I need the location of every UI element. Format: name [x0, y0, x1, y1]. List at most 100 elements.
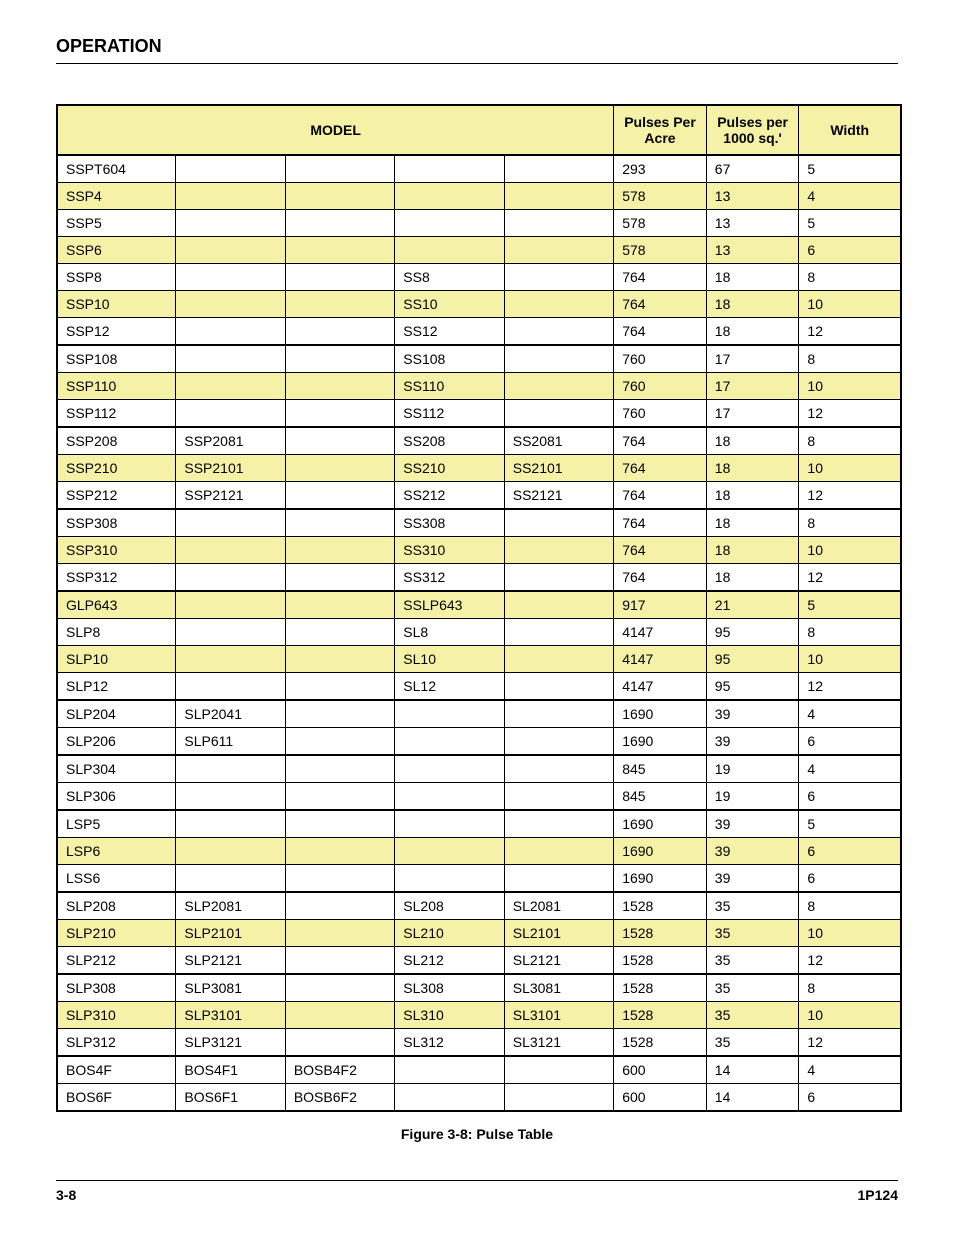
table-row: SLP206SLP6111690396 [58, 728, 900, 756]
table-cell [285, 400, 394, 428]
table-row: SSPT604293675 [58, 155, 900, 183]
table-cell: 35 [706, 920, 799, 947]
table-cell: SSP208 [58, 427, 176, 455]
table-cell [285, 700, 394, 728]
table-cell: 17 [706, 345, 799, 373]
table-row: SSP110SS1107601710 [58, 373, 900, 400]
table-cell [176, 591, 285, 619]
table-cell: 17 [706, 400, 799, 428]
table-row: SSP5578135 [58, 210, 900, 237]
table-cell [285, 865, 394, 893]
table-cell: 1528 [614, 1002, 707, 1029]
table-cell: 19 [706, 755, 799, 783]
header-row: MODEL Pulses Per Acre Pulses per 1000 sq… [58, 106, 900, 155]
table-cell: 18 [706, 482, 799, 510]
table-cell: SSP2081 [176, 427, 285, 455]
table-row: SSP6578136 [58, 237, 900, 264]
table-cell [285, 1002, 394, 1029]
table-cell [285, 920, 394, 947]
table-cell: SSP310 [58, 537, 176, 564]
table-cell: SSP6 [58, 237, 176, 264]
table-row: SLP204SLP20411690394 [58, 700, 900, 728]
table-cell: 8 [799, 892, 900, 920]
table-cell: LSS6 [58, 865, 176, 893]
table-cell: SS2081 [504, 427, 613, 455]
table-cell: 12 [799, 400, 900, 428]
table-cell: 14 [706, 1084, 799, 1111]
header-width: Width [799, 106, 900, 155]
table-head: MODEL Pulses Per Acre Pulses per 1000 sq… [58, 106, 900, 155]
table-cell: 4 [799, 700, 900, 728]
table-cell: 6 [799, 728, 900, 756]
table-cell [285, 155, 394, 183]
header-pulses-per-acre: Pulses Per Acre [614, 106, 707, 155]
table-cell [504, 838, 613, 865]
table-cell: 600 [614, 1084, 707, 1111]
table-cell: SL3121 [504, 1029, 613, 1057]
table-cell: 764 [614, 291, 707, 318]
table-cell: SL308 [395, 974, 504, 1002]
table-cell [395, 865, 504, 893]
table-cell [285, 482, 394, 510]
table-cell: SS12 [395, 318, 504, 346]
table-cell: 19 [706, 783, 799, 811]
table-cell [285, 264, 394, 291]
table-cell: 4 [799, 183, 900, 210]
table-cell: SLP304 [58, 755, 176, 783]
table-cell: 293 [614, 155, 707, 183]
table-cell: SSP110 [58, 373, 176, 400]
table-cell: SLP204 [58, 700, 176, 728]
table-cell [176, 318, 285, 346]
table-cell: 6 [799, 838, 900, 865]
table-row: SLP312SLP3121SL312SL312115283512 [58, 1029, 900, 1057]
table-cell: 8 [799, 264, 900, 291]
table-row: SSP10SS107641810 [58, 291, 900, 318]
table-cell: 8 [799, 619, 900, 646]
table-cell: 917 [614, 591, 707, 619]
table-cell [504, 237, 613, 264]
table-cell: 35 [706, 974, 799, 1002]
header-pulses-per-1000: Pulses per 1000 sq.' [706, 106, 799, 155]
table-cell: 12 [799, 482, 900, 510]
table-cell: 578 [614, 210, 707, 237]
table-cell [285, 974, 394, 1002]
table-cell [285, 619, 394, 646]
table-cell: BOS4F1 [176, 1056, 285, 1084]
table-cell [176, 865, 285, 893]
table-cell: 578 [614, 237, 707, 264]
table-cell [176, 237, 285, 264]
table-cell: SL312 [395, 1029, 504, 1057]
table-cell [395, 700, 504, 728]
table-cell: SL212 [395, 947, 504, 975]
table-cell [504, 509, 613, 537]
table-cell [176, 155, 285, 183]
table-cell: BOS6F1 [176, 1084, 285, 1111]
table-row: SLP210SLP2101SL210SL210115283510 [58, 920, 900, 947]
table-cell: 12 [799, 947, 900, 975]
footer-left: 3-8 [56, 1187, 76, 1203]
table-cell: 12 [799, 564, 900, 592]
table-cell [504, 591, 613, 619]
table-cell [504, 318, 613, 346]
table-cell [504, 183, 613, 210]
table-cell: 12 [799, 318, 900, 346]
table-cell: 10 [799, 646, 900, 673]
table-cell: GLP643 [58, 591, 176, 619]
table-row: BOS6FBOS6F1BOSB6F2600146 [58, 1084, 900, 1111]
table-cell [504, 865, 613, 893]
table-cell [285, 509, 394, 537]
table-cell: SLP206 [58, 728, 176, 756]
table-cell: SLP2081 [176, 892, 285, 920]
table-cell: SLP310 [58, 1002, 176, 1029]
table-cell [285, 591, 394, 619]
table-cell: SS308 [395, 509, 504, 537]
table-cell: SS312 [395, 564, 504, 592]
table-cell: SL12 [395, 673, 504, 701]
table-cell: SSP212 [58, 482, 176, 510]
table-cell [285, 237, 394, 264]
table-cell: 8 [799, 509, 900, 537]
table-cell [285, 673, 394, 701]
table-cell: SL2081 [504, 892, 613, 920]
table-row: LSS61690396 [58, 865, 900, 893]
table-cell: 13 [706, 183, 799, 210]
